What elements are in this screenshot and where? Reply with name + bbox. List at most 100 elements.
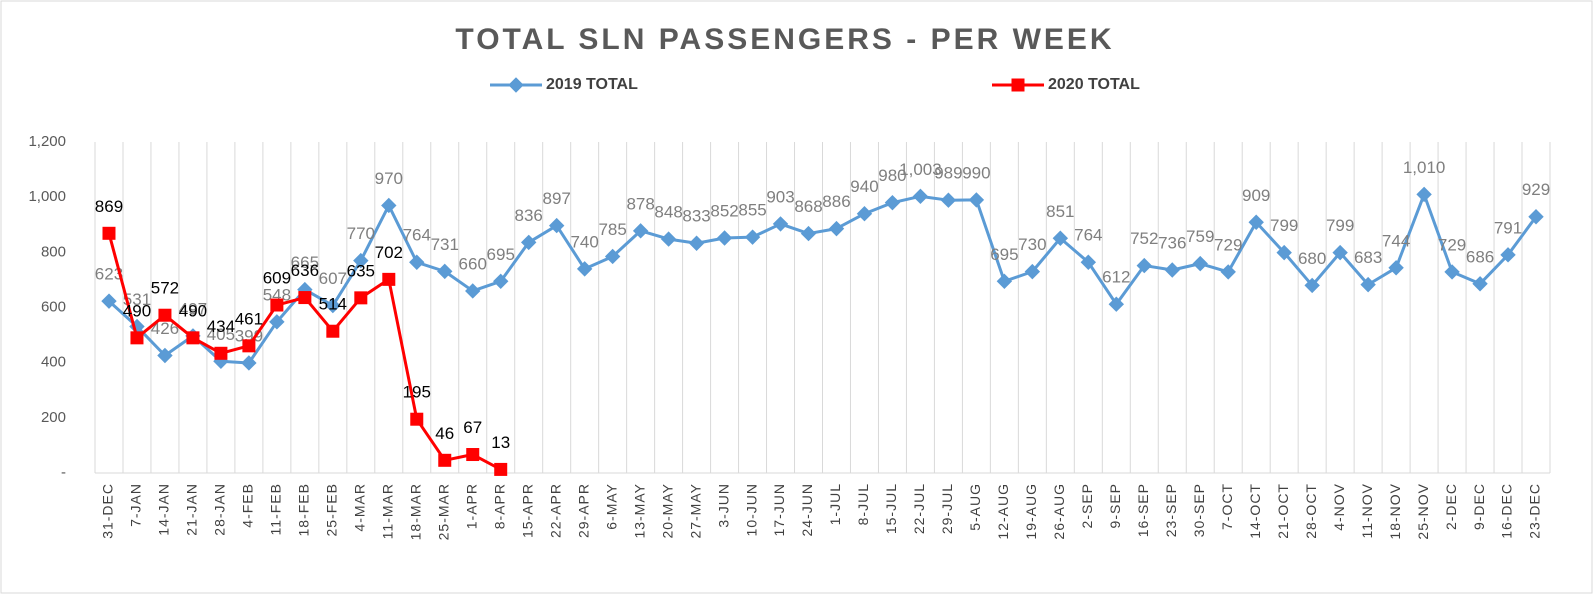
data-label: 799	[1270, 216, 1298, 235]
point	[382, 272, 396, 286]
x-tick-label: 11-NOV	[1359, 483, 1375, 539]
data-label: 686	[1466, 247, 1494, 266]
point	[632, 223, 649, 239]
point	[214, 346, 228, 360]
point	[912, 188, 929, 205]
data-label: 399	[235, 326, 263, 345]
x-tick-label: 29-APR	[575, 483, 591, 538]
point	[158, 308, 172, 322]
x-tick-label: 18-FEB	[296, 483, 312, 536]
x-tick-label: 21-JAN	[184, 483, 200, 536]
data-label: 868	[794, 197, 822, 216]
x-tick-label: 3-JUN	[715, 483, 731, 528]
x-tick-label: 25-NOV	[1415, 483, 1431, 540]
point	[1360, 276, 1376, 293]
point	[465, 283, 481, 299]
data-label: 897	[542, 189, 570, 208]
point	[1472, 276, 1488, 292]
data-label: 660	[459, 254, 487, 273]
x-tick-label: 4-MAR	[352, 483, 368, 532]
legend-label: 2020 TOTAL	[1048, 76, 1140, 93]
point	[828, 220, 845, 237]
x-tick-label: 25-FEB	[324, 483, 340, 536]
data-label: 195	[403, 383, 431, 402]
point	[186, 331, 200, 345]
x-tick-label: 10-JUN	[743, 483, 759, 536]
data-label: 929	[1522, 180, 1550, 199]
point	[1276, 244, 1292, 261]
data-label: 785	[598, 220, 626, 239]
point	[493, 273, 509, 290]
point	[353, 252, 369, 269]
data-label: 744	[1382, 231, 1410, 250]
data-label: 46	[435, 424, 454, 443]
point	[241, 355, 257, 371]
data-label: 461	[235, 309, 263, 328]
data-label: 770	[347, 224, 375, 243]
data-label: 635	[347, 261, 375, 280]
point	[1052, 230, 1069, 246]
x-tick-label: 19-AUG	[1023, 483, 1039, 540]
point	[940, 192, 957, 208]
x-tick-label: 12-AUG	[995, 483, 1011, 540]
data-label: 1,010	[1403, 158, 1446, 177]
data-label: 980	[878, 166, 906, 185]
x-tick-label: 25-MAR	[435, 483, 451, 540]
legend-label: 2019 TOTAL	[546, 76, 638, 93]
point	[298, 291, 312, 305]
data-label: 759	[1186, 227, 1214, 246]
point	[242, 339, 256, 353]
point	[1444, 264, 1460, 280]
x-tick-label: 9-DEC	[1471, 483, 1487, 530]
data-label: 683	[1354, 248, 1382, 267]
data-label: 13	[491, 433, 510, 452]
data-label: 680	[1298, 249, 1326, 268]
x-tick-label: 16-SEP	[1135, 483, 1151, 537]
x-tick-label: 2-SEP	[1079, 483, 1095, 528]
point	[466, 448, 480, 462]
x-tick-label: 7-JAN	[128, 483, 144, 527]
x-tick-label: 17-JUN	[771, 483, 787, 536]
data-label: 791	[1494, 218, 1522, 237]
x-tick-label: 11-MAR	[380, 483, 396, 539]
point	[520, 234, 537, 251]
x-tick-label: 1-APR	[463, 483, 479, 529]
legend-marker	[508, 77, 524, 93]
x-tick-label: 2-DEC	[1443, 483, 1459, 530]
x-tick-label: 22-JUL	[911, 483, 927, 534]
data-label: 695	[990, 245, 1018, 264]
x-tick-label: 30-SEP	[1191, 483, 1207, 537]
data-label: 548	[263, 285, 291, 304]
x-tick-label: 14-JAN	[156, 483, 172, 536]
x-tick-label: 1-JUL	[827, 483, 843, 525]
data-label: 799	[1326, 216, 1354, 235]
data-label: 1,003	[899, 160, 942, 179]
y-tick-label: 200	[41, 409, 66, 426]
data-label: 695	[487, 245, 515, 264]
data-label: 852	[710, 201, 738, 220]
point	[381, 197, 397, 214]
x-tick-label: 9-SEP	[1107, 483, 1123, 528]
x-tick-label: 18-NOV	[1387, 483, 1403, 540]
data-label: 702	[375, 243, 403, 262]
x-tick-label: 22-APR	[547, 483, 563, 538]
data-label: 990	[962, 163, 990, 182]
point	[996, 273, 1013, 290]
x-tick-label: 14-OCT	[1247, 483, 1263, 539]
y-tick-label: 400	[41, 354, 66, 371]
point	[1164, 262, 1180, 278]
x-tick-label: 26-AUG	[1051, 483, 1067, 540]
point	[1528, 209, 1544, 225]
x-tick-label: 8-JUL	[855, 483, 871, 525]
x-tick-label: 15-JUL	[883, 483, 899, 534]
x-tick-label: 8-APR	[491, 483, 507, 529]
point	[494, 462, 508, 476]
data-label: 989	[934, 164, 962, 183]
point	[1192, 255, 1208, 272]
series-line	[107, 192, 1538, 365]
x-tick-label: 28-JAN	[212, 483, 228, 536]
x-tick-label: 31-DEC	[100, 483, 116, 539]
data-label: 736	[1158, 233, 1186, 252]
chart-title: TOTAL SLN PASSENGERS - PER WEEK	[455, 23, 1114, 56]
point	[772, 216, 789, 232]
